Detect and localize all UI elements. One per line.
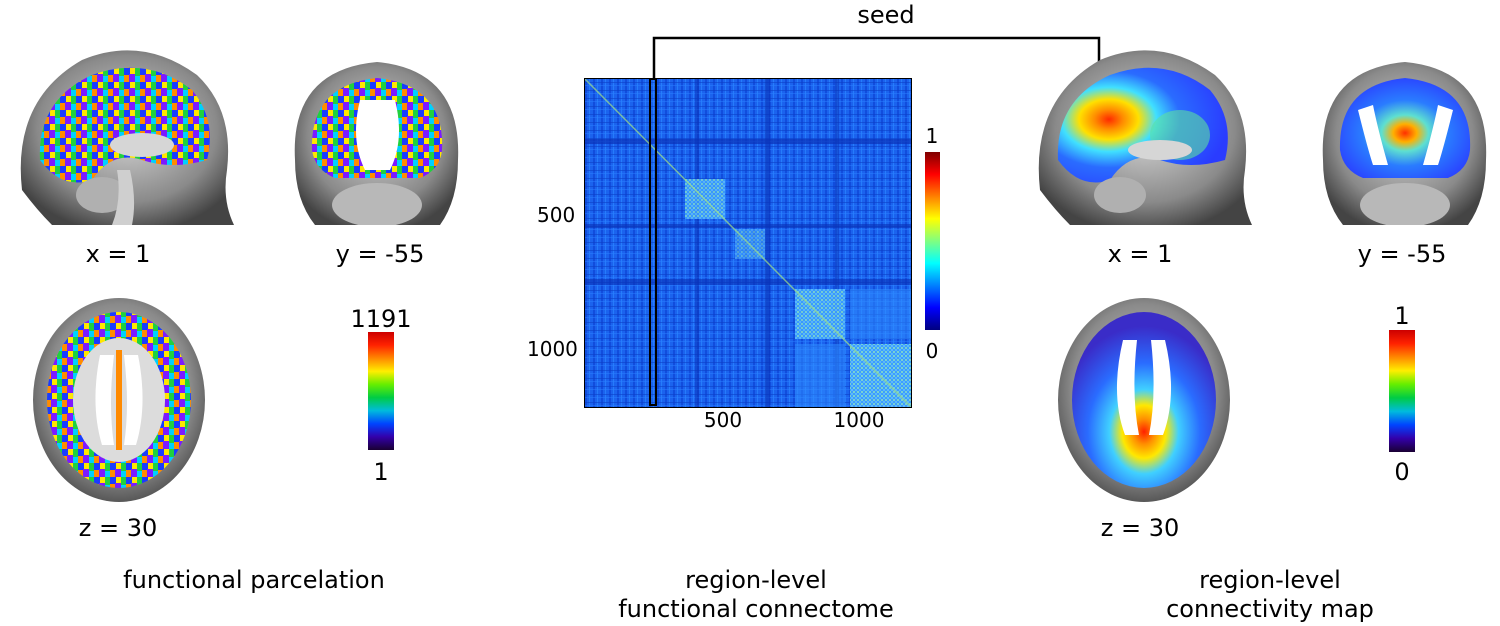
- connectivity-colorbar: [1389, 330, 1415, 452]
- connectome-caption-line1: region-level: [685, 566, 827, 594]
- connectome-colorbar: [925, 152, 940, 330]
- connectivity-axial-label: z = 30: [1100, 514, 1180, 542]
- connectome-colorbar-max: 1: [925, 124, 939, 148]
- parcelation-colorbar-min: 1: [373, 458, 389, 486]
- connectivity-sagittal-brain: [1030, 40, 1252, 225]
- connectivity-coronal-label: y = -55: [1357, 240, 1447, 268]
- parcelation-caption-text: functional parcelation: [123, 566, 385, 594]
- connectome-caption-line2: functional connectome: [618, 595, 894, 623]
- parcelation-sagittal-label: x = 1: [85, 240, 151, 268]
- parcelation-colorbar-max: 1191: [350, 305, 412, 333]
- connectome-xtick-1000: 1000: [833, 408, 885, 432]
- connectivity-axial-brain: [1055, 295, 1233, 505]
- parcelation-axial-brain: [30, 295, 208, 505]
- parcelation-colorbar: [368, 332, 394, 450]
- parcelation-coronal-label: y = -55: [335, 240, 425, 268]
- parcelation-caption: functional parcelation: [123, 566, 385, 595]
- parcelation-axial-label: z = 30: [78, 514, 158, 542]
- connectivity-caption: region-level connectivity map: [1166, 566, 1374, 624]
- connectivity-coronal-brain: [1318, 40, 1493, 225]
- connectivity-caption-line2: connectivity map: [1166, 595, 1374, 623]
- seed-column-marker: [649, 78, 657, 406]
- parcelation-coronal-brain: [290, 40, 465, 225]
- connectome-xtick-500: 500: [703, 408, 743, 432]
- parcelation-sagittal-brain: [12, 40, 234, 225]
- connectome-colorbar-min: 0: [925, 339, 939, 363]
- seed-label: seed: [857, 1, 915, 29]
- connectome-matrix: [584, 78, 912, 408]
- connectome-ytick-500: 500: [537, 203, 576, 227]
- connectome-ytick-1000: 1000: [527, 337, 578, 361]
- connectivity-caption-line1: region-level: [1199, 566, 1341, 594]
- connectome-caption: region-level functional connectome: [618, 566, 894, 624]
- connectivity-colorbar-min: 0: [1394, 458, 1410, 486]
- connectivity-sagittal-label: x = 1: [1107, 240, 1173, 268]
- connectivity-colorbar-max: 1: [1394, 302, 1410, 330]
